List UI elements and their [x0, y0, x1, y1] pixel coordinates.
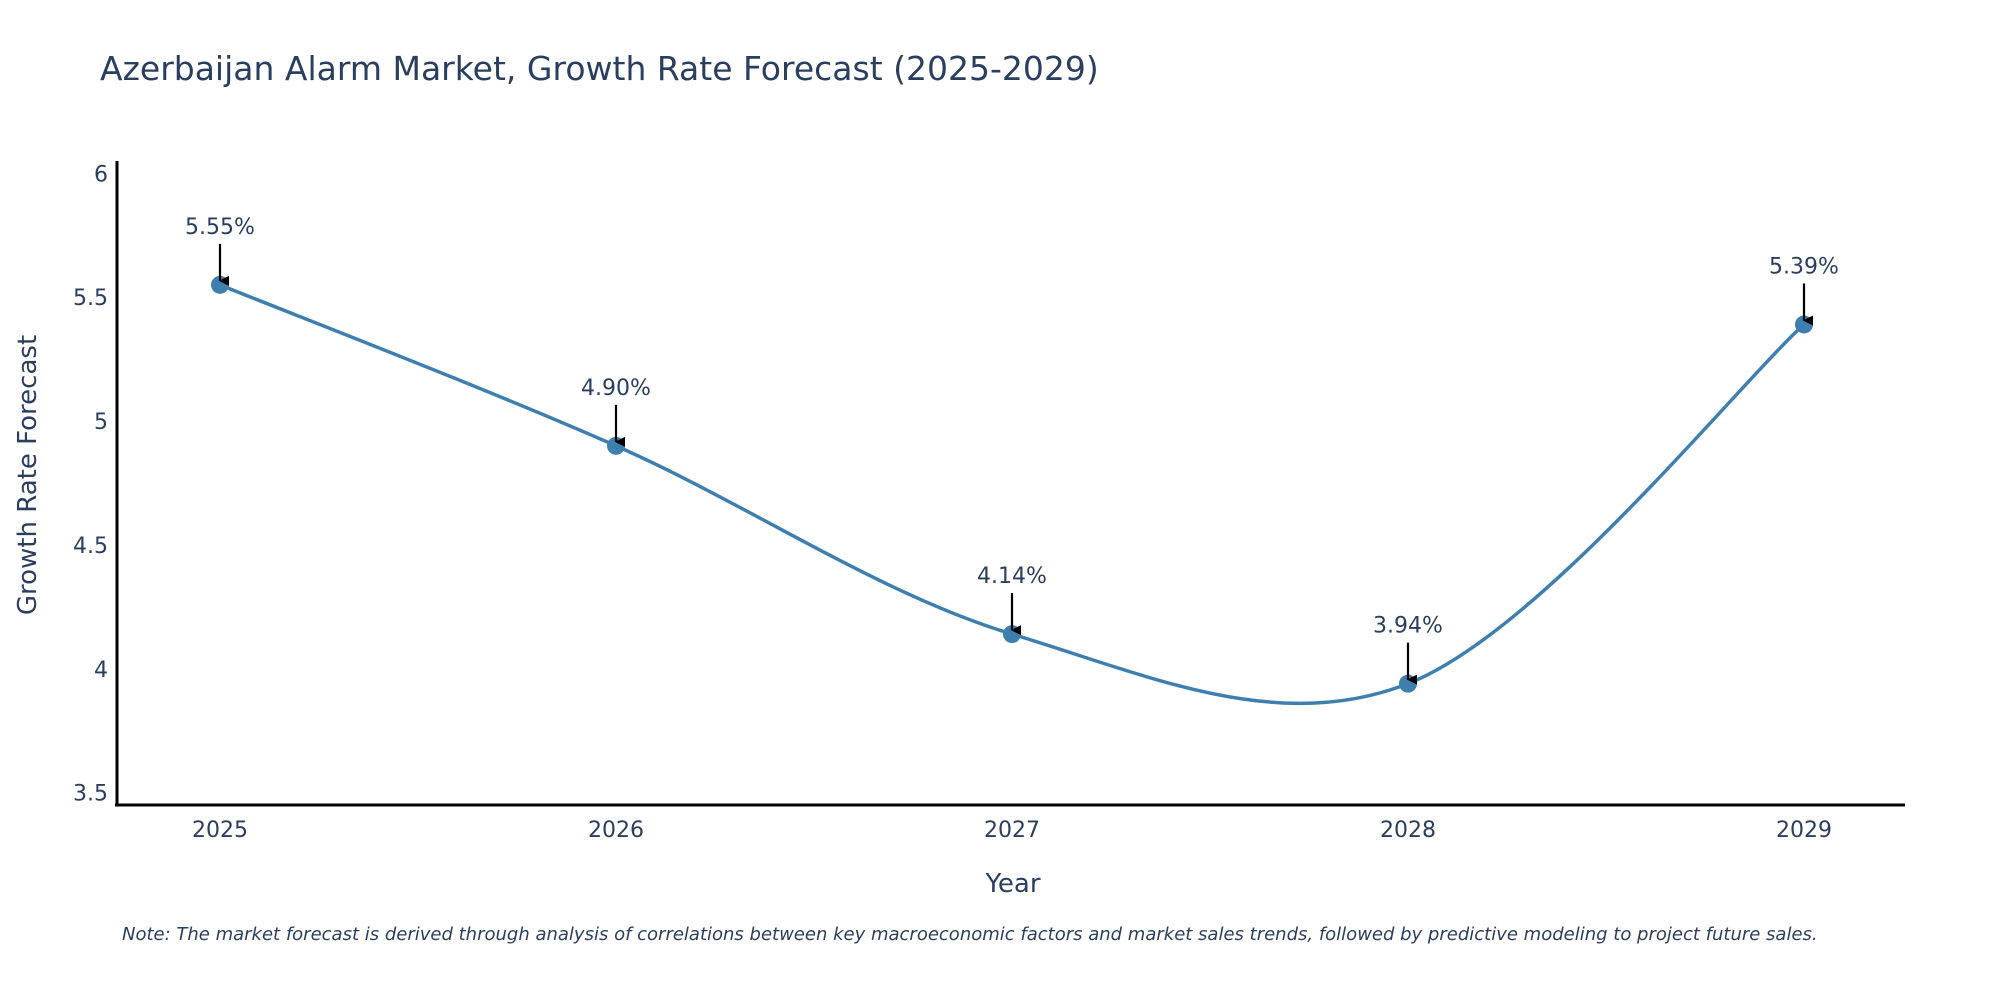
x-tick-label: 2027 [984, 818, 1040, 843]
x-tick-label: 2029 [1776, 818, 1832, 843]
data-points [211, 275, 1813, 693]
data-label: 5.39% [1769, 254, 1839, 279]
x-axis-ticks: 2025 2026 2027 2028 2029 [192, 818, 1832, 843]
y-axis-ticks: 3.5 4 4.5 5 5.5 6 [73, 162, 108, 806]
data-label: 4.14% [977, 564, 1047, 589]
y-tick-label: 4.5 [73, 534, 108, 559]
x-tick-label: 2026 [588, 818, 644, 843]
y-axis-title: Growth Rate Forecast [13, 335, 43, 615]
data-label: 4.90% [581, 376, 651, 401]
data-label: 5.55% [185, 215, 255, 240]
data-label: 3.94% [1373, 614, 1443, 639]
data-annotations: 5.55% 4.90% 4.14% 3.94% 5.39% [185, 215, 1839, 685]
forecast-note: Note: The market forecast is derived thr… [122, 924, 1818, 945]
y-tick-label: 5 [94, 410, 108, 435]
x-tick-label: 2025 [192, 818, 248, 843]
x-axis-title: Year [984, 869, 1040, 899]
y-tick-label: 6 [94, 162, 108, 187]
chart-title: Azerbaijan Alarm Market, Growth Rate For… [100, 49, 1099, 88]
y-tick-label: 3.5 [73, 782, 108, 807]
x-tick-label: 2028 [1380, 818, 1436, 843]
y-tick-label: 4 [94, 658, 108, 683]
y-tick-label: 5.5 [73, 286, 108, 311]
